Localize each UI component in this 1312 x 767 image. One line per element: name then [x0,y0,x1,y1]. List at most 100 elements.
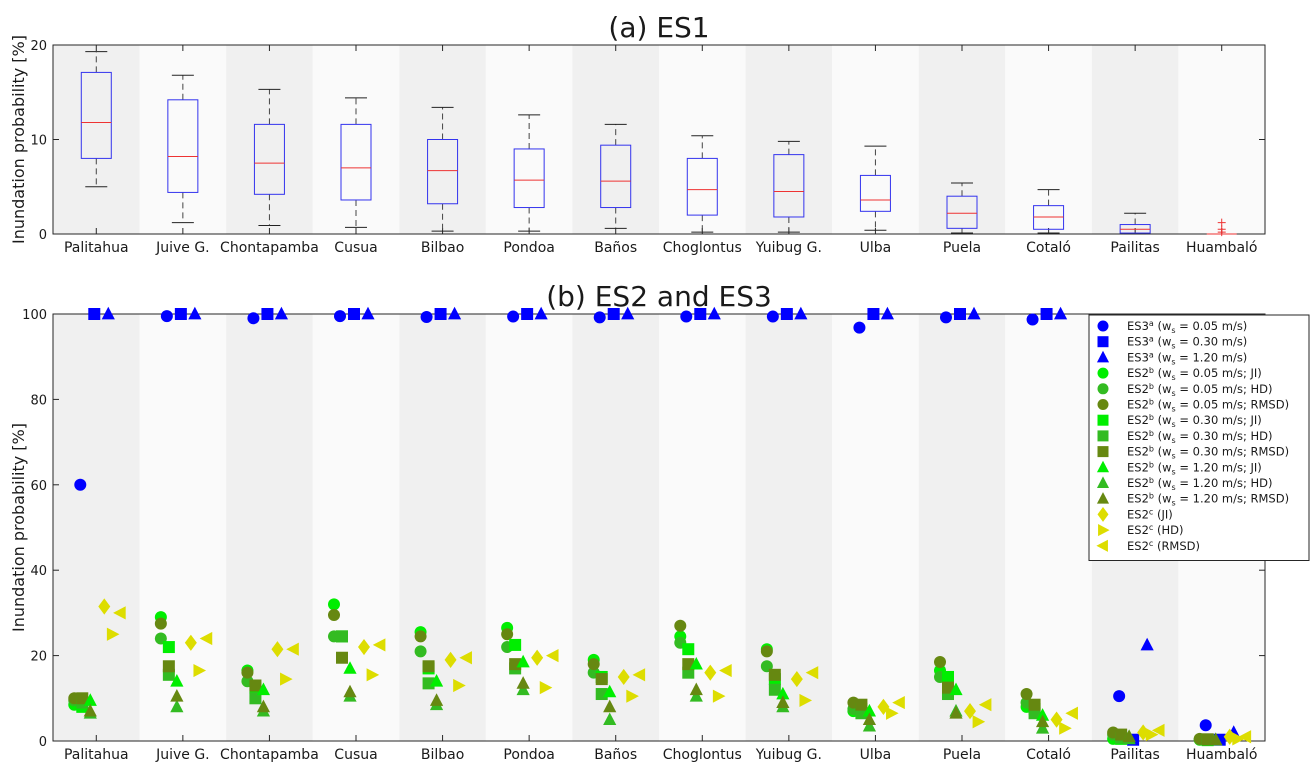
series-es2b-w-1-20-m-s-rmsd [83,676,1223,746]
legend-label-part: a [1149,335,1154,344]
background-band [312,314,400,741]
data-point [862,712,877,726]
legend-label-part: (w [1154,382,1172,396]
data-point [855,698,868,711]
data-point [372,638,386,652]
data-point [453,678,466,693]
data-point [1020,688,1033,701]
data-point [249,679,262,692]
legend-label-part: (w [1154,445,1172,459]
x-tick-label-pailitas: Pailitas [1110,747,1159,763]
iqr-box [513,148,545,209]
data-point [704,664,717,681]
legend-item: ES2b (ws = 1.20 m/s; JI) [1096,460,1262,476]
box-puela [946,182,978,234]
legend-label-part: = 0.30 m/s; HD) [1176,429,1273,443]
legend-label-part: a [1149,319,1154,328]
legend-label-part: ES2 [1127,445,1149,459]
legend-label-part: c [1149,523,1153,532]
panel-b-title: (b) ES2 and ES3 [546,280,772,313]
legend-label-part: = 0.30 m/s; RMSD) [1176,445,1289,459]
legend-label-part: = 1.20 m/s; RMSD) [1176,492,1289,506]
legend-marker [1096,539,1108,552]
legend-label-part: (w [1154,429,1172,443]
data-point [98,598,111,615]
legend-label-part: (RMSD) [1153,539,1200,553]
data-point [516,676,530,689]
legend-item: ES3a (ws = 0.05 m/s) [1097,319,1248,335]
iqr-box [686,157,718,216]
data-point [1053,306,1068,320]
box-pondoa [513,114,545,232]
data-point [1209,732,1223,746]
data-point [780,308,793,320]
data-point [434,308,447,320]
y-tick-label: 0 [39,735,47,750]
x-tick-label-pondoa: Pondoa [503,747,554,763]
legend-marker [1097,399,1109,410]
data-point [603,712,617,726]
series-es3a-w-0-30-m-s [88,308,1226,746]
data-point [1035,720,1050,734]
data-point [170,674,184,687]
x-tick-label-ulba: Ulba [860,747,892,763]
data-point [459,651,472,665]
legend-label-part: c [1149,539,1153,548]
legend-marker [1097,414,1109,426]
legend-label-part: s [1171,326,1175,335]
legend-label: ES2b (ws = 0.30 m/s; HD) [1127,429,1273,445]
data-point [170,688,184,702]
legend-label-part: s [1172,483,1176,492]
legend-label-part: (w [1154,319,1172,333]
y-tick-label: 10 [30,134,47,149]
legend-marker [1097,430,1109,442]
background-band [226,314,313,741]
legend-label-part: = 0.05 m/s) [1176,319,1248,333]
data-point [689,688,703,702]
data-point [603,699,617,713]
data-point [256,682,271,696]
data-point [617,668,630,686]
background-band [485,45,573,234]
background-band [745,314,833,741]
data-point [805,666,819,680]
legend-label-part: = 0.05 m/s; RMSD) [1176,398,1289,412]
legend-label-part: = 0.30 m/s) [1176,335,1248,349]
data-point [193,663,207,678]
legend-marker [1096,460,1110,473]
data-point [603,684,617,698]
legend-label-part: s [1172,373,1176,382]
data-point [170,699,184,713]
data-point [1113,690,1126,703]
legend-label-part: (w [1154,398,1172,412]
legend-item: ES2b (ws = 0.30 m/s; HD) [1097,429,1273,445]
data-point [949,706,963,719]
legend-item: ES3a (ws = 1.20 m/s) [1096,350,1247,366]
data-point [420,310,433,323]
data-point [1115,728,1128,741]
legend-item: ES2b (ws = 0.30 m/s; JI) [1097,413,1262,429]
x-tick-label-yuibug-g: Yuibug G. [755,747,822,763]
data-point [1059,721,1072,735]
legend-label-part: ES2 [1127,492,1149,506]
x-tick-label-pondoa: Pondoa [503,240,554,256]
legend-label-part: b [1149,476,1154,485]
data-point [680,310,693,323]
data-point [429,674,444,687]
legend-marker [1096,476,1110,488]
x-tick-label-palitahua: Palitahua [64,747,129,763]
legend-label-part: = 0.05 m/s; JI) [1176,366,1262,380]
data-point [414,645,427,658]
data-point [280,672,293,686]
data-point [632,668,646,682]
legend-label: ES2b (ws = 0.30 m/s; RMSD) [1127,445,1289,461]
legend-label-part: ES2 [1127,366,1149,380]
data-point [862,718,877,732]
data-point [76,692,89,705]
legend-label-part: ES2 [1127,382,1149,396]
data-point [607,308,620,320]
y-tick-label: 40 [30,564,47,579]
data-point [794,306,808,320]
x-tick-label-huambalo: Huambaló [1186,747,1258,763]
x-tick-label-cotalo: Cotaló [1026,747,1071,763]
